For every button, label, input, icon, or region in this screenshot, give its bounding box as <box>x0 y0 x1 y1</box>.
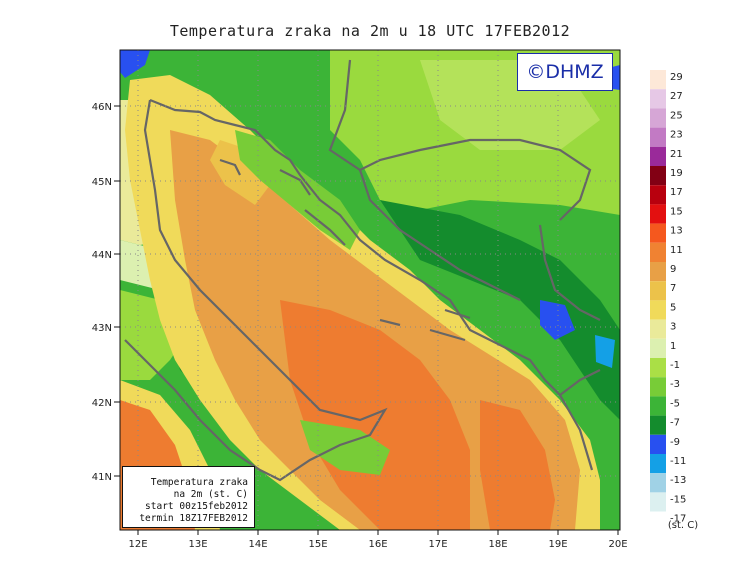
map-title: Temperatura zraka na 2m u 18 UTC 17FEB20… <box>169 22 571 40</box>
lon-label: 14E <box>248 539 267 550</box>
latitude-labels: 46N 45N 44N 43N 42N 41N <box>92 102 112 483</box>
lat-label: 42N <box>92 398 112 409</box>
legend-swatch <box>650 166 666 186</box>
lon-label: 20E <box>608 539 627 550</box>
legend-swatch <box>650 511 666 531</box>
legend-label: -15 <box>670 494 686 505</box>
info-box: Temperatura zraka na 2m (st. C) start 00… <box>122 466 255 528</box>
map-frame <box>119 49 621 531</box>
lat-label: 45N <box>92 177 112 188</box>
legend-label: 9 <box>670 264 676 275</box>
lon-label: 18E <box>488 539 507 550</box>
legend-swatch <box>650 492 666 512</box>
info-line: Temperatura zraka <box>150 477 248 488</box>
legend-label: 25 <box>670 110 683 121</box>
legend-label: 7 <box>670 283 676 294</box>
legend-swatch <box>650 415 666 435</box>
legend-swatch <box>650 262 666 282</box>
legend-label: 21 <box>670 149 683 160</box>
lat-label: 46N <box>92 102 112 113</box>
lon-label: 19E <box>548 539 567 550</box>
legend-label: -3 <box>670 379 680 390</box>
legend-label: -11 <box>670 456 686 467</box>
legend-label: 3 <box>670 322 676 333</box>
legend-swatch <box>650 377 666 397</box>
legend-swatch <box>650 338 666 358</box>
legend-label: -1 <box>670 360 680 371</box>
lat-label: 41N <box>92 472 112 483</box>
legend-label: -9 <box>670 437 680 448</box>
legend-swatch <box>650 358 666 378</box>
lat-label: 43N <box>92 323 112 334</box>
legend-swatch <box>650 281 666 301</box>
legend-label: 11 <box>670 245 683 256</box>
legend-swatch <box>650 108 666 128</box>
legend-swatch <box>650 223 666 243</box>
info-line: termin 18Z17FEB2012 <box>139 513 248 524</box>
legend-label: 29 <box>670 72 683 83</box>
legend-label: -17 <box>670 514 686 525</box>
legend-swatch <box>650 300 666 320</box>
lon-label: 17E <box>428 539 447 550</box>
legend-swatch <box>650 127 666 147</box>
legend-label: 13 <box>670 226 683 237</box>
legend-swatch <box>650 454 666 474</box>
lon-label: 15E <box>308 539 327 550</box>
temperature-field <box>120 50 620 530</box>
legend-label: 15 <box>670 206 683 217</box>
legend-unit: (st. C) <box>668 520 698 531</box>
legend-label: -5 <box>670 398 680 409</box>
lat-lon-grid <box>120 50 620 530</box>
info-line: na 2m (st. C) <box>173 489 248 500</box>
lon-label: 13E <box>188 539 207 550</box>
legend-label: -13 <box>670 475 686 486</box>
color-legend: 29 27 25 23 21 19 17 15 13 11 9 7 5 3 1 -1 -3 -5 -7 -9 -11 -1… <box>650 70 686 531</box>
legend-swatch <box>650 319 666 339</box>
legend-label: 27 <box>670 91 683 102</box>
legend-swatch <box>650 396 666 416</box>
legend-label: 1 <box>670 341 676 352</box>
dhmz-logo: ©DHMZ <box>517 53 613 91</box>
alps-cold-spot <box>120 50 150 78</box>
lon-label: 16E <box>368 539 387 550</box>
legend-label: 23 <box>670 130 683 141</box>
legend-swatch <box>650 434 666 454</box>
longitude-labels: 12E 13E 14E 15E 16E 17E 18E 19E 20E <box>128 539 627 550</box>
legend-label: -7 <box>670 418 680 429</box>
legend-swatch <box>650 473 666 493</box>
legend-label: 5 <box>670 302 676 313</box>
dinaric-cold-area <box>380 200 620 420</box>
legend-swatch <box>650 146 666 166</box>
coastlines <box>124 59 601 482</box>
info-line: start 00z15feb2012 <box>145 501 248 512</box>
legend-label: 17 <box>670 187 683 198</box>
lat-label: 44N <box>92 250 112 261</box>
legend-swatch <box>650 89 666 109</box>
legend-label: 19 <box>670 168 683 179</box>
legend-swatch <box>650 70 666 90</box>
legend-swatch <box>650 242 666 262</box>
logo-text: ©DHMZ <box>526 61 604 83</box>
legend-swatch <box>650 204 666 224</box>
legend-swatch <box>650 185 666 205</box>
lon-label: 12E <box>128 539 147 550</box>
